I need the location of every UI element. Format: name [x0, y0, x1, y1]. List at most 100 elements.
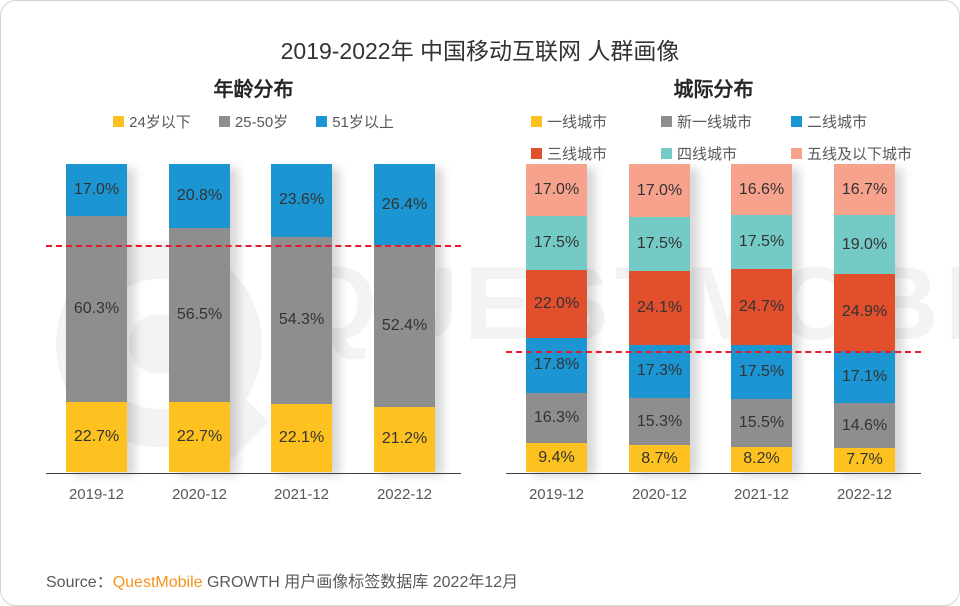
bar-segment: 24.9%	[834, 274, 895, 351]
stacked-bar: 23.6% 54.3% 22.1%	[271, 164, 332, 472]
legend-swatch-icon	[531, 116, 542, 127]
bar-segment: 22.0%	[526, 270, 587, 339]
segment-value-label: 19.0%	[841, 235, 888, 253]
legend-item: 新一线城市	[661, 111, 791, 132]
category-label: 2019-12	[68, 486, 125, 503]
legend-label: 五线及以下城市	[807, 146, 913, 163]
segment-value-label: 17.0%	[73, 181, 120, 199]
category-label: 2022-12	[376, 486, 433, 503]
stacked-bar: 17.0% 17.5% 24.1% 17.3% 15.3% 8.7%	[629, 164, 690, 472]
bar-segment: 60.3%	[66, 216, 127, 403]
stacked-bar: 26.4% 52.4% 21.2%	[374, 164, 435, 472]
segment-value-label: 8.2%	[743, 450, 780, 468]
bar-segment: 17.5%	[731, 215, 792, 270]
bar-segment: 52.4%	[374, 245, 435, 407]
bar-segment: 17.3%	[629, 344, 690, 399]
bar-segment: 15.5%	[731, 399, 792, 447]
age-distribution-chart: 年龄分布 24岁以下 25-50岁 51岁以上 17.0% 60.3% 22.7% 201…	[46, 1, 461, 605]
age-chart-legend: 24岁以下 25-50岁 51岁以上	[46, 111, 461, 132]
age-reference-line	[46, 245, 461, 248]
bar-segment: 17.5%	[629, 216, 690, 271]
segment-value-label: 15.5%	[738, 413, 785, 431]
legend-item: 51岁以上	[316, 111, 394, 132]
bar-segment: 17.8%	[526, 338, 587, 393]
segment-value-label: 24.7%	[738, 298, 785, 316]
segment-value-label: 22.0%	[533, 295, 580, 313]
bar-segment: 22.7%	[169, 402, 230, 472]
category-label: 2021-12	[733, 486, 790, 503]
segment-value-label: 8.7%	[641, 449, 678, 467]
segment-value-label: 52.4%	[381, 317, 428, 335]
legend-swatch-icon	[531, 148, 542, 159]
city-chart-title: 城际分布	[673, 79, 754, 101]
segment-value-label: 15.3%	[636, 412, 683, 430]
source-suffix: GROWTH 用户画像标签数据库 2022年12月	[202, 574, 519, 591]
bar-segment: 21.2%	[374, 406, 435, 472]
segment-value-label: 21.2%	[381, 430, 428, 448]
bar-segment: 16.3%	[526, 392, 587, 444]
legend-swatch-icon	[661, 116, 672, 127]
segment-value-label: 17.1%	[841, 368, 888, 386]
city-x-axis-line	[506, 473, 921, 474]
legend-swatch-icon	[218, 116, 230, 127]
city-chart-legend: 一线城市 新一线城市 二线城市三线城市 四线城市 五线及以下城市	[531, 111, 921, 164]
segment-value-label: 16.3%	[533, 408, 580, 426]
category-label: 2020-12	[631, 486, 688, 503]
stacked-bar: 16.7% 19.0% 24.9% 17.1% 14.6% 7.7%	[834, 164, 895, 472]
segment-value-label: 17.5%	[738, 363, 785, 381]
bar-segment: 24.7%	[731, 269, 792, 346]
bar-segment: 14.6%	[834, 403, 895, 449]
bar-segment: 17.5%	[526, 216, 587, 271]
segment-value-label: 17.0%	[533, 181, 580, 199]
bar-segment: 19.0%	[834, 215, 895, 274]
legend-swatch-icon	[316, 116, 328, 127]
legend-label: 二线城市	[807, 114, 868, 131]
bar-segment: 17.1%	[834, 350, 895, 404]
legend-label: 四线城市	[677, 146, 738, 163]
legend-item: 四线城市	[661, 143, 791, 164]
legend-label: 51岁以上	[332, 114, 394, 131]
bar-segment: 8.2%	[731, 446, 792, 472]
legend-swatch-icon	[113, 116, 125, 127]
bar-segment: 17.5%	[731, 345, 792, 400]
segment-value-label: 16.6%	[738, 180, 785, 198]
category-label: 2022-12	[836, 486, 893, 503]
bar-segment: 17.0%	[629, 164, 690, 217]
legend-item: 五线及以下城市	[791, 143, 921, 164]
bar-segment: 17.0%	[526, 164, 587, 217]
bar-segment: 23.6%	[271, 164, 332, 237]
segment-value-label: 22.1%	[278, 428, 325, 446]
segment-value-label: 14.6%	[841, 416, 888, 434]
age-x-axis-line	[46, 473, 461, 474]
segment-value-label: 22.7%	[176, 428, 223, 446]
legend-item: 25-50岁	[218, 111, 288, 132]
bar-segment: 8.7%	[629, 445, 690, 472]
bar-segment: 20.8%	[169, 164, 230, 229]
legend-swatch-icon	[791, 148, 802, 159]
category-label: 2021-12	[273, 486, 330, 503]
segment-value-label: 16.7%	[841, 180, 888, 198]
stacked-bar: 17.0% 60.3% 22.7%	[66, 164, 127, 472]
source-line: Source：QuestMobile GROWTH 用户画像标签数据库 2022…	[46, 568, 518, 592]
segment-value-label: 9.4%	[538, 448, 575, 466]
legend-swatch-icon	[661, 148, 672, 159]
legend-item: 二线城市	[791, 111, 921, 132]
segment-value-label: 24.1%	[636, 298, 683, 316]
legend-label: 一线城市	[547, 114, 608, 131]
age-chart-plot: 17.0% 60.3% 22.7% 2019-12 20.8% 56.5% 22.7% 202…	[46, 164, 461, 503]
category-label: 2020-12	[171, 486, 228, 503]
brand-name: QuestMobile	[112, 574, 203, 591]
segment-value-label: 26.4%	[381, 195, 428, 213]
category-label: 2019-12	[528, 486, 585, 503]
bar-segment: 17.0%	[66, 164, 127, 217]
bar-segment: 9.4%	[526, 443, 587, 472]
city-chart-plot: 17.0% 17.5% 22.0% 17.8% 16.3% 9.4% 2019-12 17.0…	[506, 164, 921, 503]
segment-value-label: 17.5%	[636, 234, 683, 252]
legend-label: 三线城市	[547, 146, 608, 163]
segment-value-label: 17.5%	[738, 233, 785, 251]
city-tier-distribution-chart: 城际分布 一线城市 新一线城市 二线城市 三线城市 四线城市 五线及以下城市 17.0% 1…	[506, 1, 921, 605]
bar-segment: 26.4%	[374, 164, 435, 246]
stacked-bar: 17.0% 17.5% 22.0% 17.8% 16.3% 9.4%	[526, 164, 587, 472]
city-reference-line	[506, 350, 921, 353]
